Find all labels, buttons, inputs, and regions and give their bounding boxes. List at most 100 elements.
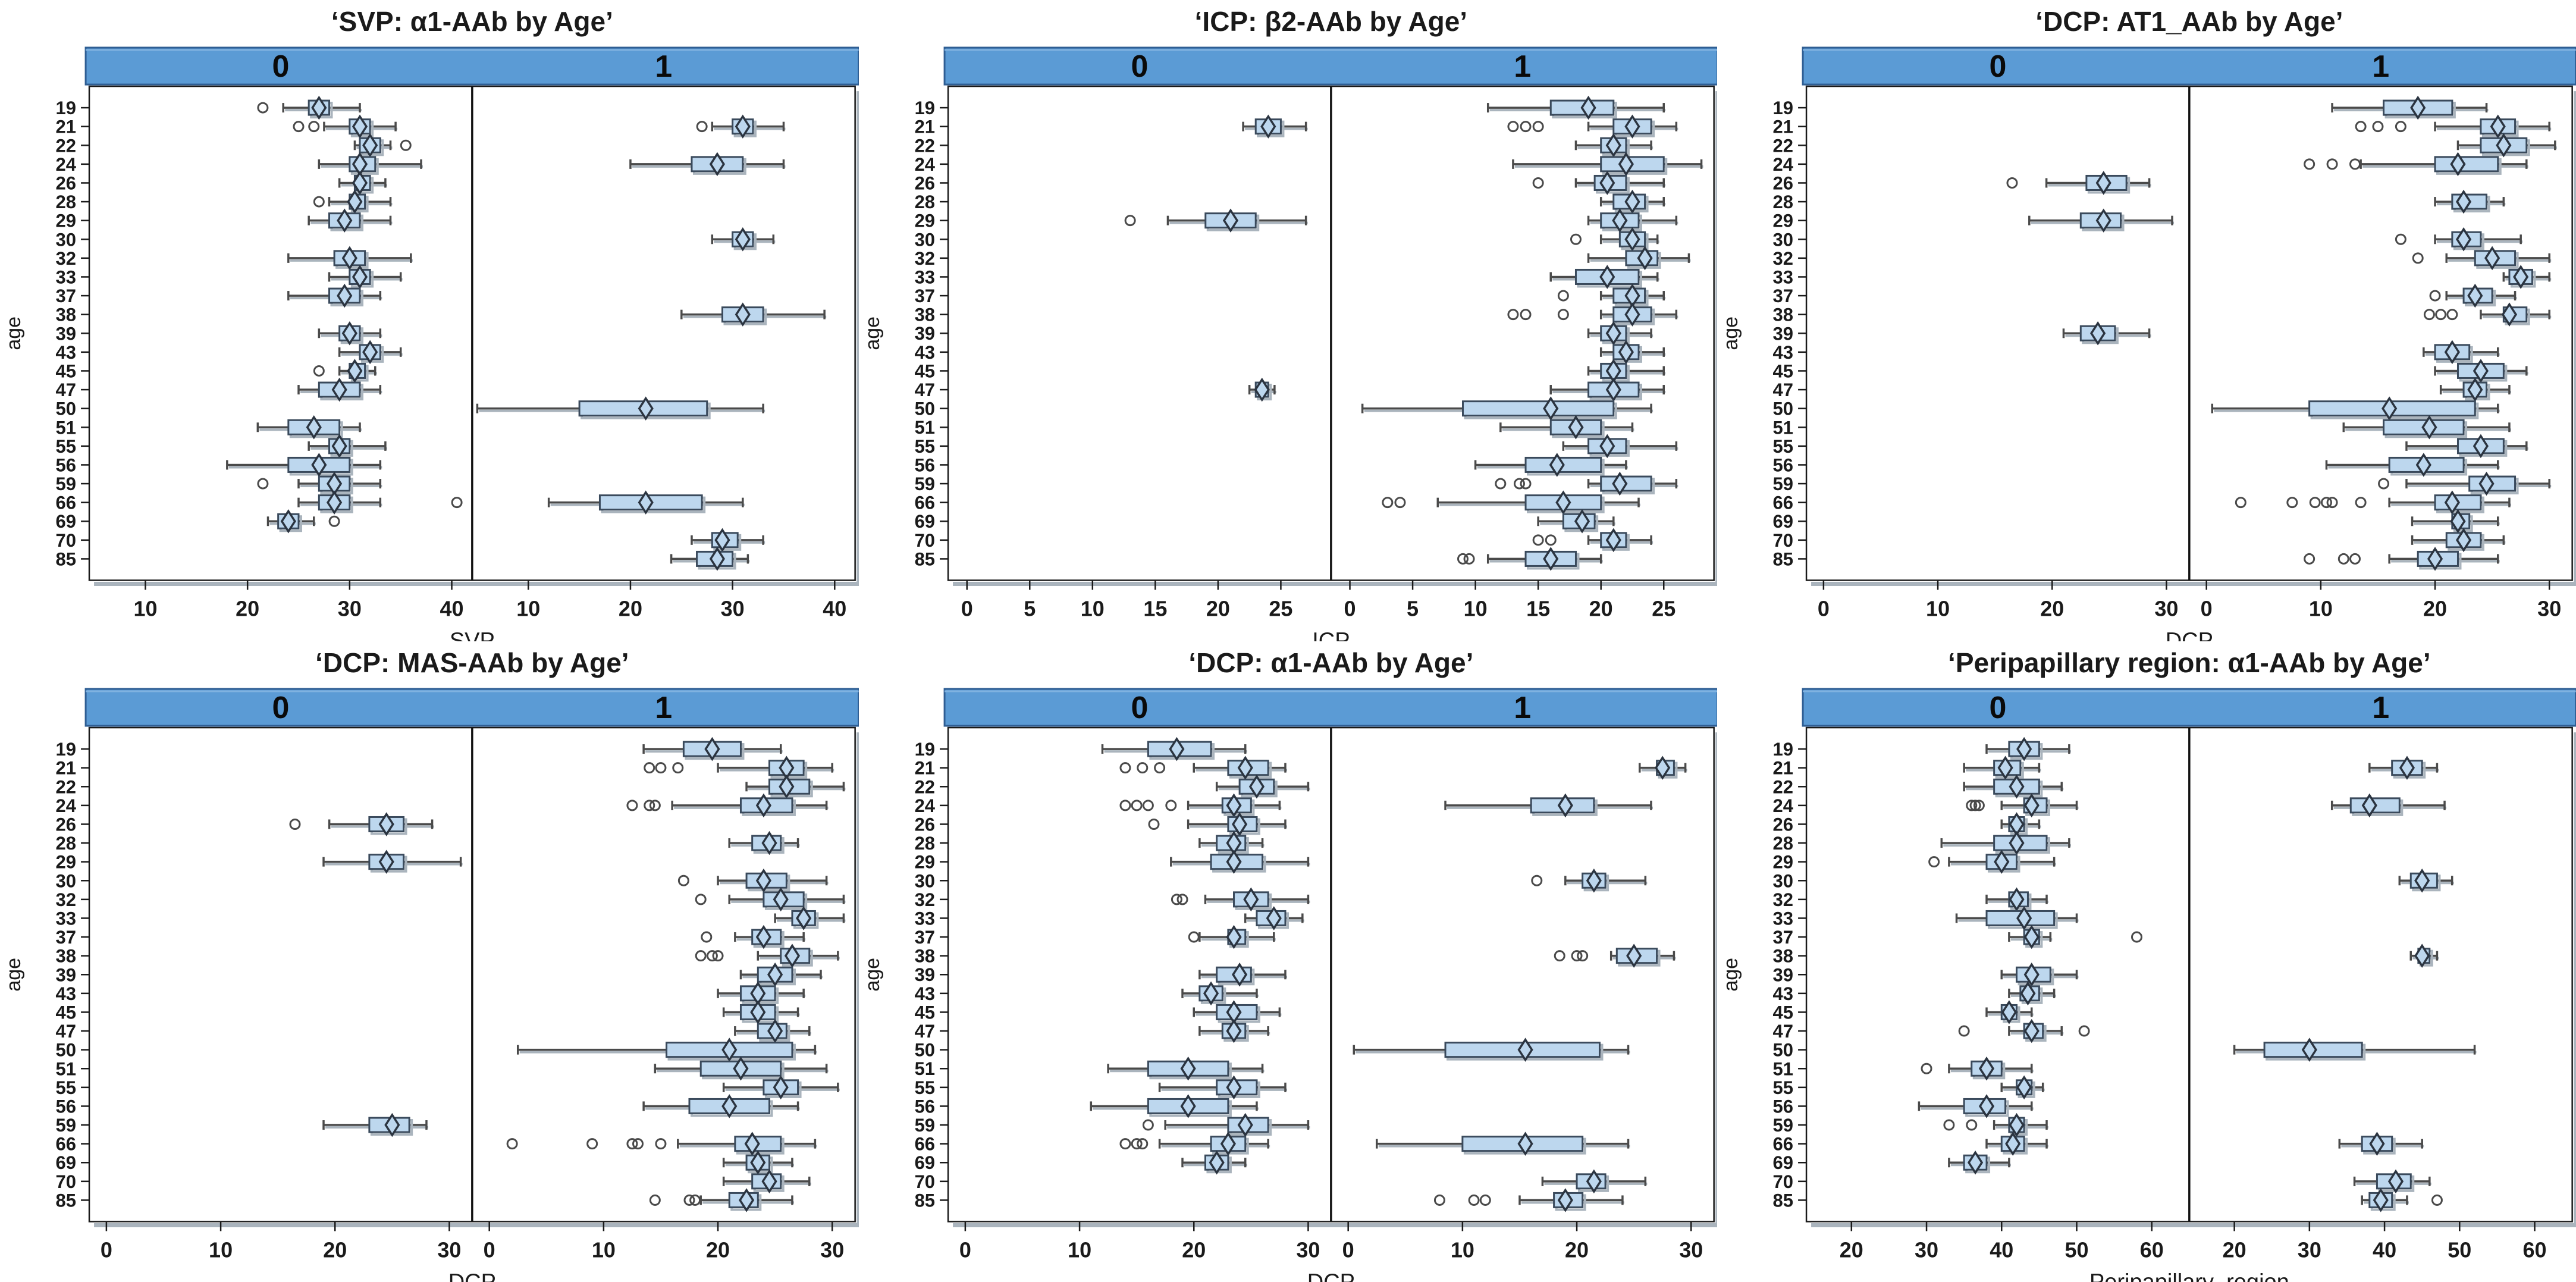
svg-text:37: 37 [914,286,934,306]
svg-text:30: 30 [56,870,76,891]
svg-text:33: 33 [914,908,934,929]
svg-text:70: 70 [56,530,76,551]
svg-text:43: 43 [1773,342,1793,363]
svg-text:39: 39 [56,964,76,985]
svg-text:30: 30 [2298,1237,2321,1262]
svg-text:47: 47 [1773,380,1793,400]
svg-text:‘DCP: α1-AAb by Age’: ‘DCP: α1-AAb by Age’ [1188,647,1473,678]
svg-text:66: 66 [56,1133,76,1154]
panel-dcp-mas-aab: ‘DCP: MAS-AAb by Age’ 0 1 19 21 22 24 26 28 29 30 3… [0,641,859,1282]
svg-text:85: 85 [1773,1190,1793,1211]
svg-text:69: 69 [914,511,934,532]
svg-text:33: 33 [56,267,76,287]
svg-text:0: 0 [101,1237,112,1262]
svg-text:39: 39 [914,323,934,344]
svg-text:32: 32 [1773,248,1793,269]
icp-beta2-chart: ‘ICP: β2-AAb by Age’ 0 1 192122242628293032… [858,0,1718,641]
svg-text:24: 24 [1773,795,1794,816]
svg-text:69: 69 [1773,511,1793,532]
svg-text:39: 39 [1773,323,1793,344]
svg-text:10: 10 [516,596,540,620]
svg-text:20: 20 [619,596,642,620]
svg-text:10: 10 [1068,1237,1091,1262]
svg-text:56: 56 [914,455,934,475]
svg-text:43: 43 [56,983,76,1004]
svg-text:69: 69 [56,1152,76,1173]
panel-peripapillary-alpha1-aab: ‘Peripapillary region: α1-AAb by Age’ 0 1 1… [1717,641,2576,1282]
svg-text:22: 22 [914,135,934,156]
svg-text:age: age [2,957,25,991]
svg-text:20: 20 [1565,1237,1589,1262]
svg-text:10: 10 [1080,596,1104,620]
svg-text:30: 30 [2538,596,2562,620]
svg-text:55: 55 [1773,1077,1793,1098]
panel-dcp-alpha1-aab: ‘DCP: α1-AAb by Age’ 0 1 19 21 22 24 26 28 29 30 32… [858,641,1718,1282]
svg-text:0: 0 [1342,1237,1354,1262]
svg-text:24: 24 [914,795,935,816]
svg-text:38: 38 [1773,305,1793,325]
svg-text:40: 40 [440,596,464,620]
svg-text:19: 19 [914,739,934,760]
svg-text:50: 50 [914,1039,934,1060]
svg-text:45: 45 [56,361,76,381]
svg-text:20: 20 [2423,596,2447,620]
svg-text:59: 59 [1773,474,1793,494]
svg-text:20: 20 [1589,596,1612,620]
svg-text:30: 30 [338,596,362,620]
svg-text:47: 47 [914,1021,934,1042]
svg-text:55: 55 [914,1077,934,1098]
svg-text:33: 33 [914,267,934,287]
svg-text:30: 30 [1296,1237,1320,1262]
svg-text:Peripapillary_region: Peripapillary_region [2089,1270,2289,1282]
svg-text:55: 55 [56,1077,76,1098]
svg-text:1: 1 [655,49,672,84]
svg-text:45: 45 [914,361,934,381]
svg-text:47: 47 [914,380,934,400]
svg-text:10: 10 [1926,596,1950,620]
svg-text:51: 51 [56,417,76,438]
svg-text:85: 85 [914,1190,934,1211]
panel-icp-beta2-aab: ‘ICP: β2-AAb by Age’ 0 1 19 21 22 24 26 28 29 30 32… [858,0,1718,641]
svg-text:10: 10 [592,1237,616,1262]
svg-text:26: 26 [914,814,934,835]
panel-svp-alpha1-aab: ‘SVP: α1-AAb by Age’ 0 1 19 21 22 24 26 28 29 30 32… [0,0,859,641]
svg-text:59: 59 [56,1115,76,1136]
svg-text:ICP: ICP [1312,629,1350,641]
svg-text:50: 50 [56,1039,76,1060]
svg-text:40: 40 [823,596,846,620]
svg-text:0: 0 [272,691,289,725]
svg-text:33: 33 [1773,908,1793,929]
svg-text:30: 30 [914,870,934,891]
svg-text:85: 85 [56,548,76,569]
svg-text:25: 25 [1269,596,1292,620]
svg-text:60: 60 [2140,1237,2164,1262]
svg-text:20: 20 [1206,596,1230,620]
svg-text:50: 50 [2448,1237,2472,1262]
svg-text:50: 50 [914,399,934,419]
svg-text:25: 25 [1652,596,1676,620]
svg-text:55: 55 [56,436,76,457]
svg-text:32: 32 [56,889,76,910]
svg-text:‘DCP: MAS-AAb by Age’: ‘DCP: MAS-AAb by Age’ [315,647,629,678]
svg-text:30: 30 [56,229,76,250]
svg-text:66: 66 [1773,1133,1793,1154]
svg-text:30: 30 [721,596,745,620]
svg-text:29: 29 [1773,851,1793,872]
svg-text:0: 0 [961,596,972,620]
svg-text:30: 30 [1773,229,1793,250]
svg-text:age: age [861,957,884,991]
svg-text:32: 32 [914,248,934,269]
svg-text:43: 43 [914,342,934,363]
svg-text:51: 51 [914,417,934,438]
svg-text:21: 21 [914,117,934,137]
svg-text:85: 85 [1773,548,1793,569]
svg-text:38: 38 [914,945,934,966]
svg-text:40: 40 [1990,1237,2014,1262]
svg-text:50: 50 [1773,1039,1793,1060]
svg-text:24: 24 [56,795,77,816]
svg-text:70: 70 [56,1171,76,1192]
svg-text:69: 69 [914,1152,934,1173]
dcp-alpha1-chart: ‘DCP: α1-AAb by Age’0 1192122242628293032… [858,641,1718,1282]
svg-text:66: 66 [914,1133,934,1154]
